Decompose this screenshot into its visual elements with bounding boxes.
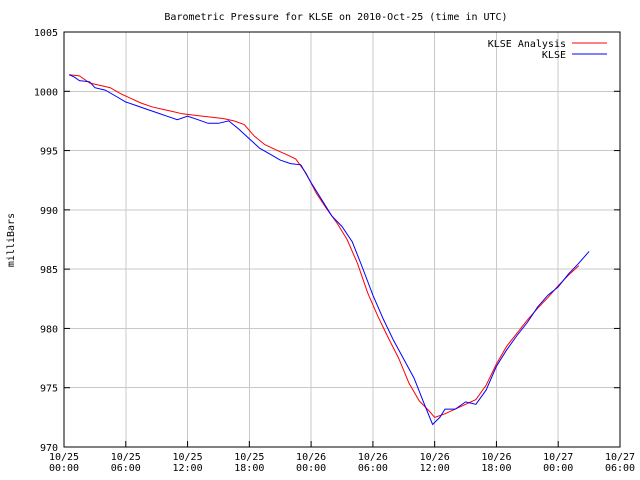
series-line-klse (68, 74, 590, 426)
x-tick-label-time: 00:00 (543, 463, 573, 474)
y-axis-label: milliBars (6, 213, 17, 267)
y-tick-label: 1000 (34, 87, 58, 98)
x-tick-label-date: 10/26 (358, 452, 388, 463)
x-tick-label-date: 10/25 (111, 452, 141, 463)
y-tick-label: 980 (40, 324, 58, 335)
x-tick-label-date: 10/27 (605, 452, 635, 463)
x-tick-label-time: 12:00 (420, 463, 450, 474)
x-tick-label-time: 06:00 (358, 463, 388, 474)
y-tick-label: 990 (40, 206, 58, 217)
x-tick-label-time: 00:00 (49, 463, 79, 474)
x-tick-label-date: 10/26 (481, 452, 511, 463)
y-tick-label: 975 (40, 384, 58, 395)
x-tick-label-date: 10/26 (420, 452, 450, 463)
x-tick-label-time: 00:00 (296, 463, 326, 474)
chart-title: Barometric Pressure for KLSE on 2010-Oct… (164, 12, 507, 23)
x-tick-label-time: 18:00 (234, 463, 264, 474)
legend-label: KLSE Analysis (488, 39, 566, 50)
x-tick-label-time: 06:00 (605, 463, 635, 474)
x-tick-label-time: 06:00 (111, 463, 141, 474)
x-tick-label-date: 10/27 (543, 452, 573, 463)
y-tick-label: 970 (40, 443, 58, 454)
axis-ticks: 9709759809859909951000100510/2500:0010/2… (34, 28, 635, 474)
x-tick-label-date: 10/25 (49, 452, 79, 463)
series-line-klse-analysis (69, 74, 580, 418)
x-tick-label-date: 10/26 (296, 452, 326, 463)
y-tick-label: 995 (40, 147, 58, 158)
series-layer (68, 74, 590, 426)
x-tick-label-time: 12:00 (173, 463, 203, 474)
x-tick-label-date: 10/25 (173, 452, 203, 463)
y-tick-label: 1005 (34, 28, 58, 39)
x-tick-label-time: 18:00 (481, 463, 511, 474)
legend-label: KLSE (542, 50, 566, 61)
plot-grid (63, 31, 621, 448)
y-tick-label: 985 (40, 265, 58, 276)
plot-frame (63, 31, 621, 448)
x-tick-label-date: 10/25 (234, 452, 264, 463)
